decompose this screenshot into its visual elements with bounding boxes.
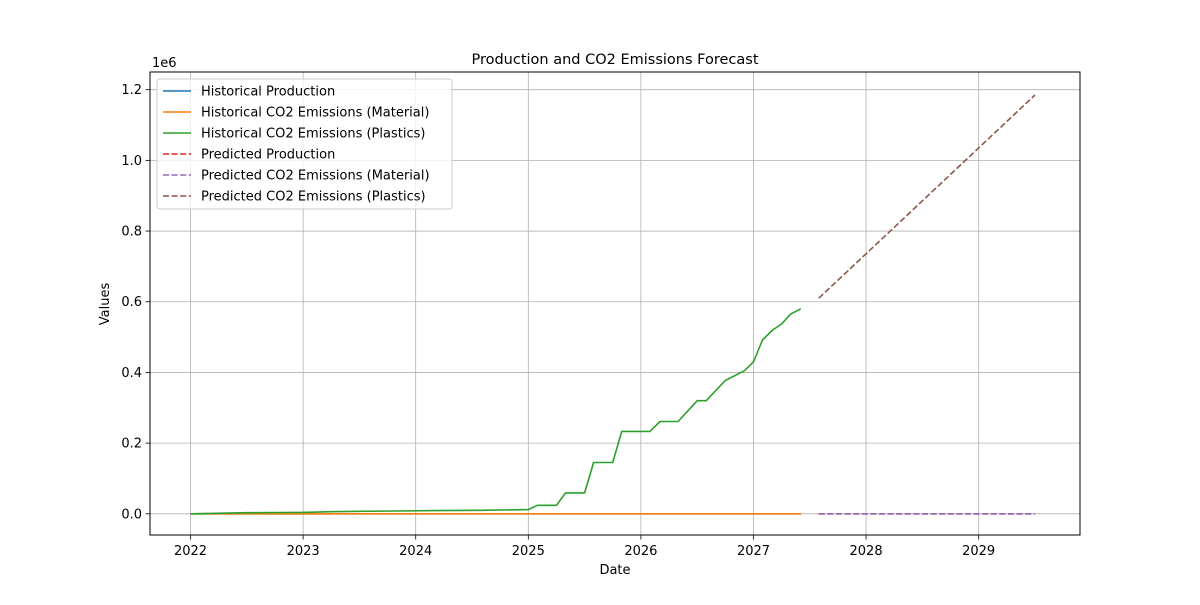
- legend-label-1: Historical Production: [201, 85, 335, 100]
- x-axis-label: Date: [599, 563, 630, 578]
- ticks: 2022 2023 2024 2025 2026 2027 2028 2029 0.0 0.2 0.…: [121, 83, 995, 559]
- x-tick-label: 2029: [962, 544, 995, 559]
- series-layer: [190, 94, 1036, 515]
- x-tick-label: 2026: [624, 544, 657, 559]
- legend-label-5: Predicted CO2 Emissions (Material): [201, 169, 430, 184]
- y-tick-label: 0.0: [121, 507, 142, 522]
- x-tick-label: 2023: [287, 544, 320, 559]
- legend: Historical Production Historical CO2 Emis…: [156, 78, 453, 210]
- y-tick-label: 0.2: [121, 437, 142, 452]
- legend-frame: [156, 78, 453, 210]
- y-axis-scale-label: 1e6: [152, 56, 177, 71]
- y-axis-label: Values: [98, 283, 113, 326]
- y-tick-label: 1.2: [121, 83, 142, 98]
- legend-label-6: Predicted CO2 Emissions (Plastics): [201, 190, 426, 205]
- legend-label-2: Historical CO2 Emissions (Material): [201, 106, 429, 121]
- plot-frame: [149, 71, 1081, 536]
- series-line-3: [190, 308, 802, 515]
- series-line-6: [818, 94, 1036, 299]
- y-tick-label: 0.6: [121, 295, 142, 310]
- x-tick-label: 2027: [737, 544, 770, 559]
- y-tick-label: 0.8: [121, 225, 142, 240]
- legend-label-3: Historical CO2 Emissions (Plastics): [201, 127, 425, 142]
- x-tick-label: 2022: [174, 544, 207, 559]
- chart-title: Production and CO2 Emissions Forecast: [471, 52, 758, 68]
- x-tick-label: 2028: [850, 544, 883, 559]
- x-tick-label: 2024: [399, 544, 432, 559]
- y-tick-label: 1.0: [121, 154, 142, 169]
- legend-label-4: Predicted Production: [201, 148, 335, 163]
- x-tick-label: 2025: [512, 544, 545, 559]
- y-tick-label: 0.4: [121, 366, 142, 381]
